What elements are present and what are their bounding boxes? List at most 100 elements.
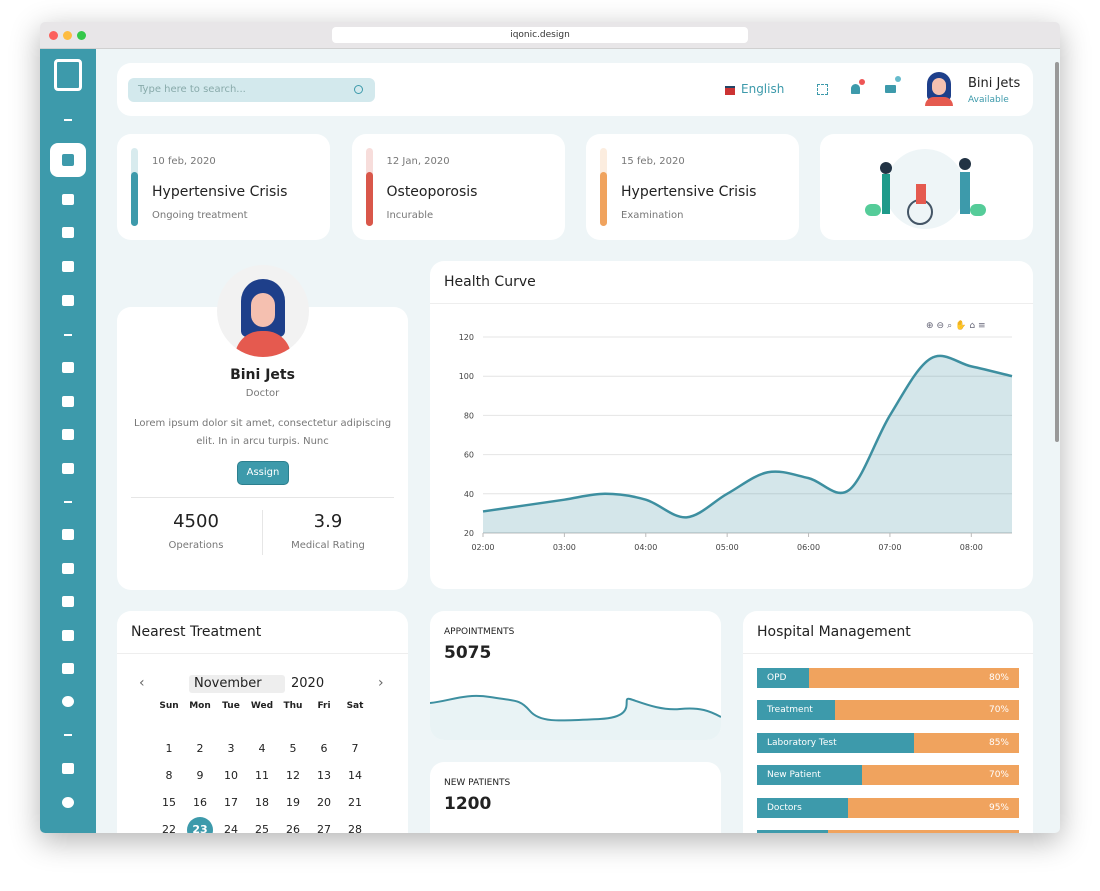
nav-item[interactable] bbox=[62, 630, 74, 641]
calendar-day[interactable]: 1 bbox=[165, 742, 173, 755]
calendar-day[interactable]: 16 bbox=[193, 796, 207, 809]
nav-item[interactable] bbox=[62, 797, 74, 808]
row-percent: 70% bbox=[988, 770, 1009, 781]
calendar-day[interactable]: 18 bbox=[255, 796, 269, 809]
search-icon bbox=[354, 85, 363, 94]
zoom[interactable] bbox=[77, 31, 86, 40]
health-curve-card: Health Curve ⊕⊖⌕✋⌂≡ 20 40 60 80 100 120 02:00 0… bbox=[430, 261, 1033, 589]
nav-item[interactable] bbox=[62, 596, 74, 607]
calendar-day[interactable]: 10 bbox=[224, 769, 238, 782]
calendar-day[interactable]: 26 bbox=[286, 823, 300, 833]
search[interactable]: Type here to search... bbox=[128, 78, 375, 102]
calendar-day[interactable]: 4 bbox=[258, 742, 266, 755]
logo[interactable] bbox=[54, 59, 82, 91]
browser-window: iqonic.design Type here to search... Eng… bbox=[40, 22, 1060, 833]
divider bbox=[262, 510, 263, 555]
divider bbox=[64, 119, 72, 121]
fullscreen[interactable] bbox=[817, 84, 828, 95]
calendar-day[interactable]: 25 bbox=[255, 823, 269, 833]
progress-fill bbox=[757, 668, 809, 688]
calendar-day[interactable]: 27 bbox=[317, 823, 331, 833]
line bbox=[482, 354, 1013, 519]
stat-label: NEW PATIENTS bbox=[444, 778, 511, 788]
minimize[interactable] bbox=[63, 31, 72, 40]
nav-item[interactable] bbox=[62, 261, 74, 272]
progress-row: Treatment 70% bbox=[757, 700, 1019, 721]
calendar-day[interactable]: 11 bbox=[255, 769, 269, 782]
messages[interactable] bbox=[885, 85, 896, 93]
search-placeholder: Type here to search... bbox=[138, 84, 246, 95]
calendar-day[interactable]: 6 bbox=[320, 742, 328, 755]
weekday: Sun bbox=[159, 701, 179, 711]
case-title: Hypertensive Crisis bbox=[621, 184, 757, 200]
calendar-day[interactable]: 20 bbox=[317, 796, 331, 809]
calendar-day[interactable]: 24 bbox=[224, 823, 238, 833]
nav-item[interactable] bbox=[62, 763, 74, 774]
prev-month[interactable]: ‹ bbox=[139, 675, 145, 691]
next-month[interactable]: › bbox=[378, 675, 384, 691]
calendar-day[interactable]: 2 bbox=[196, 742, 204, 755]
stat-label: APPOINTMENTS bbox=[444, 627, 515, 637]
nav-item[interactable] bbox=[62, 396, 74, 407]
calendar-day[interactable]: 19 bbox=[286, 796, 300, 809]
x-tick-label: 06:00 bbox=[797, 543, 820, 552]
calendar-day[interactable]: 17 bbox=[224, 796, 238, 809]
nav-item[interactable] bbox=[62, 563, 74, 574]
nav-item[interactable] bbox=[62, 529, 74, 540]
new-patients-card: NEW PATIENTS 1200 bbox=[430, 762, 721, 833]
top-bar: Type here to search... English Bini Jets… bbox=[117, 63, 1033, 116]
divider bbox=[64, 734, 72, 736]
nav-active[interactable] bbox=[50, 143, 86, 177]
calendar-day[interactable]: 9 bbox=[196, 769, 204, 782]
divider bbox=[430, 303, 1033, 304]
case-card: 15 feb, 2020 Hypertensive Crisis Examinati… bbox=[586, 134, 799, 240]
calendar-day[interactable]: 28 bbox=[348, 823, 362, 833]
calendar-day[interactable]: 22 bbox=[162, 823, 176, 833]
user-avatar[interactable] bbox=[925, 72, 953, 106]
calendar-day[interactable]: 8 bbox=[165, 769, 173, 782]
calendar-day[interactable]: 15 bbox=[162, 796, 176, 809]
progress-fill bbox=[757, 765, 862, 786]
calendar-day[interactable]: 5 bbox=[289, 742, 297, 755]
card-title: Hospital Management bbox=[757, 624, 911, 640]
area bbox=[483, 355, 1012, 533]
nav-item[interactable] bbox=[62, 429, 74, 440]
nav-item[interactable] bbox=[62, 362, 74, 373]
notifications[interactable] bbox=[851, 84, 860, 94]
appointments-card: APPOINTMENTS 5075 bbox=[430, 611, 721, 740]
calendar-day[interactable]: 12 bbox=[286, 769, 300, 782]
address-bar[interactable]: iqonic.design bbox=[332, 27, 748, 43]
nav-item[interactable] bbox=[62, 194, 74, 205]
profile-bio: Lorem ipsum dolor sit amet, consectetur … bbox=[133, 418, 392, 447]
row-name: Treatment bbox=[767, 705, 813, 716]
badge bbox=[859, 79, 865, 85]
calendar-day[interactable]: 14 bbox=[348, 769, 362, 782]
scrollbar[interactable] bbox=[1055, 62, 1059, 442]
chart-toolbar[interactable]: ⊕⊖⌕✋⌂≡ bbox=[926, 321, 989, 331]
profile-avatar bbox=[217, 265, 309, 357]
case-status: Examination bbox=[621, 210, 684, 221]
calendar-day[interactable]: 21 bbox=[348, 796, 362, 809]
x-tick-label: 02:00 bbox=[471, 543, 494, 552]
y-tick-label: 120 bbox=[459, 333, 474, 342]
nav-item[interactable] bbox=[62, 227, 74, 238]
year[interactable]: 2020 bbox=[291, 676, 325, 691]
nav-item[interactable] bbox=[62, 696, 74, 707]
nav-item[interactable] bbox=[62, 295, 74, 306]
x-tick-label: 03:00 bbox=[553, 543, 576, 552]
calendar-day[interactable]: 3 bbox=[227, 742, 235, 755]
language[interactable]: English bbox=[741, 82, 785, 96]
calendar-day[interactable]: 7 bbox=[351, 742, 359, 755]
nav-item[interactable] bbox=[62, 463, 74, 474]
progress-row: New Patient 70% bbox=[757, 765, 1019, 786]
assign-button[interactable]: Assign bbox=[237, 461, 289, 485]
weekday: Thu bbox=[283, 701, 303, 711]
calendar-day[interactable]: 23 bbox=[187, 817, 213, 833]
calendar-day[interactable]: 13 bbox=[317, 769, 331, 782]
close[interactable] bbox=[49, 31, 58, 40]
nav-item[interactable] bbox=[62, 663, 74, 674]
progress-row bbox=[757, 830, 1019, 833]
month-select[interactable]: November bbox=[189, 675, 285, 693]
y-tick-label: 20 bbox=[464, 529, 474, 538]
